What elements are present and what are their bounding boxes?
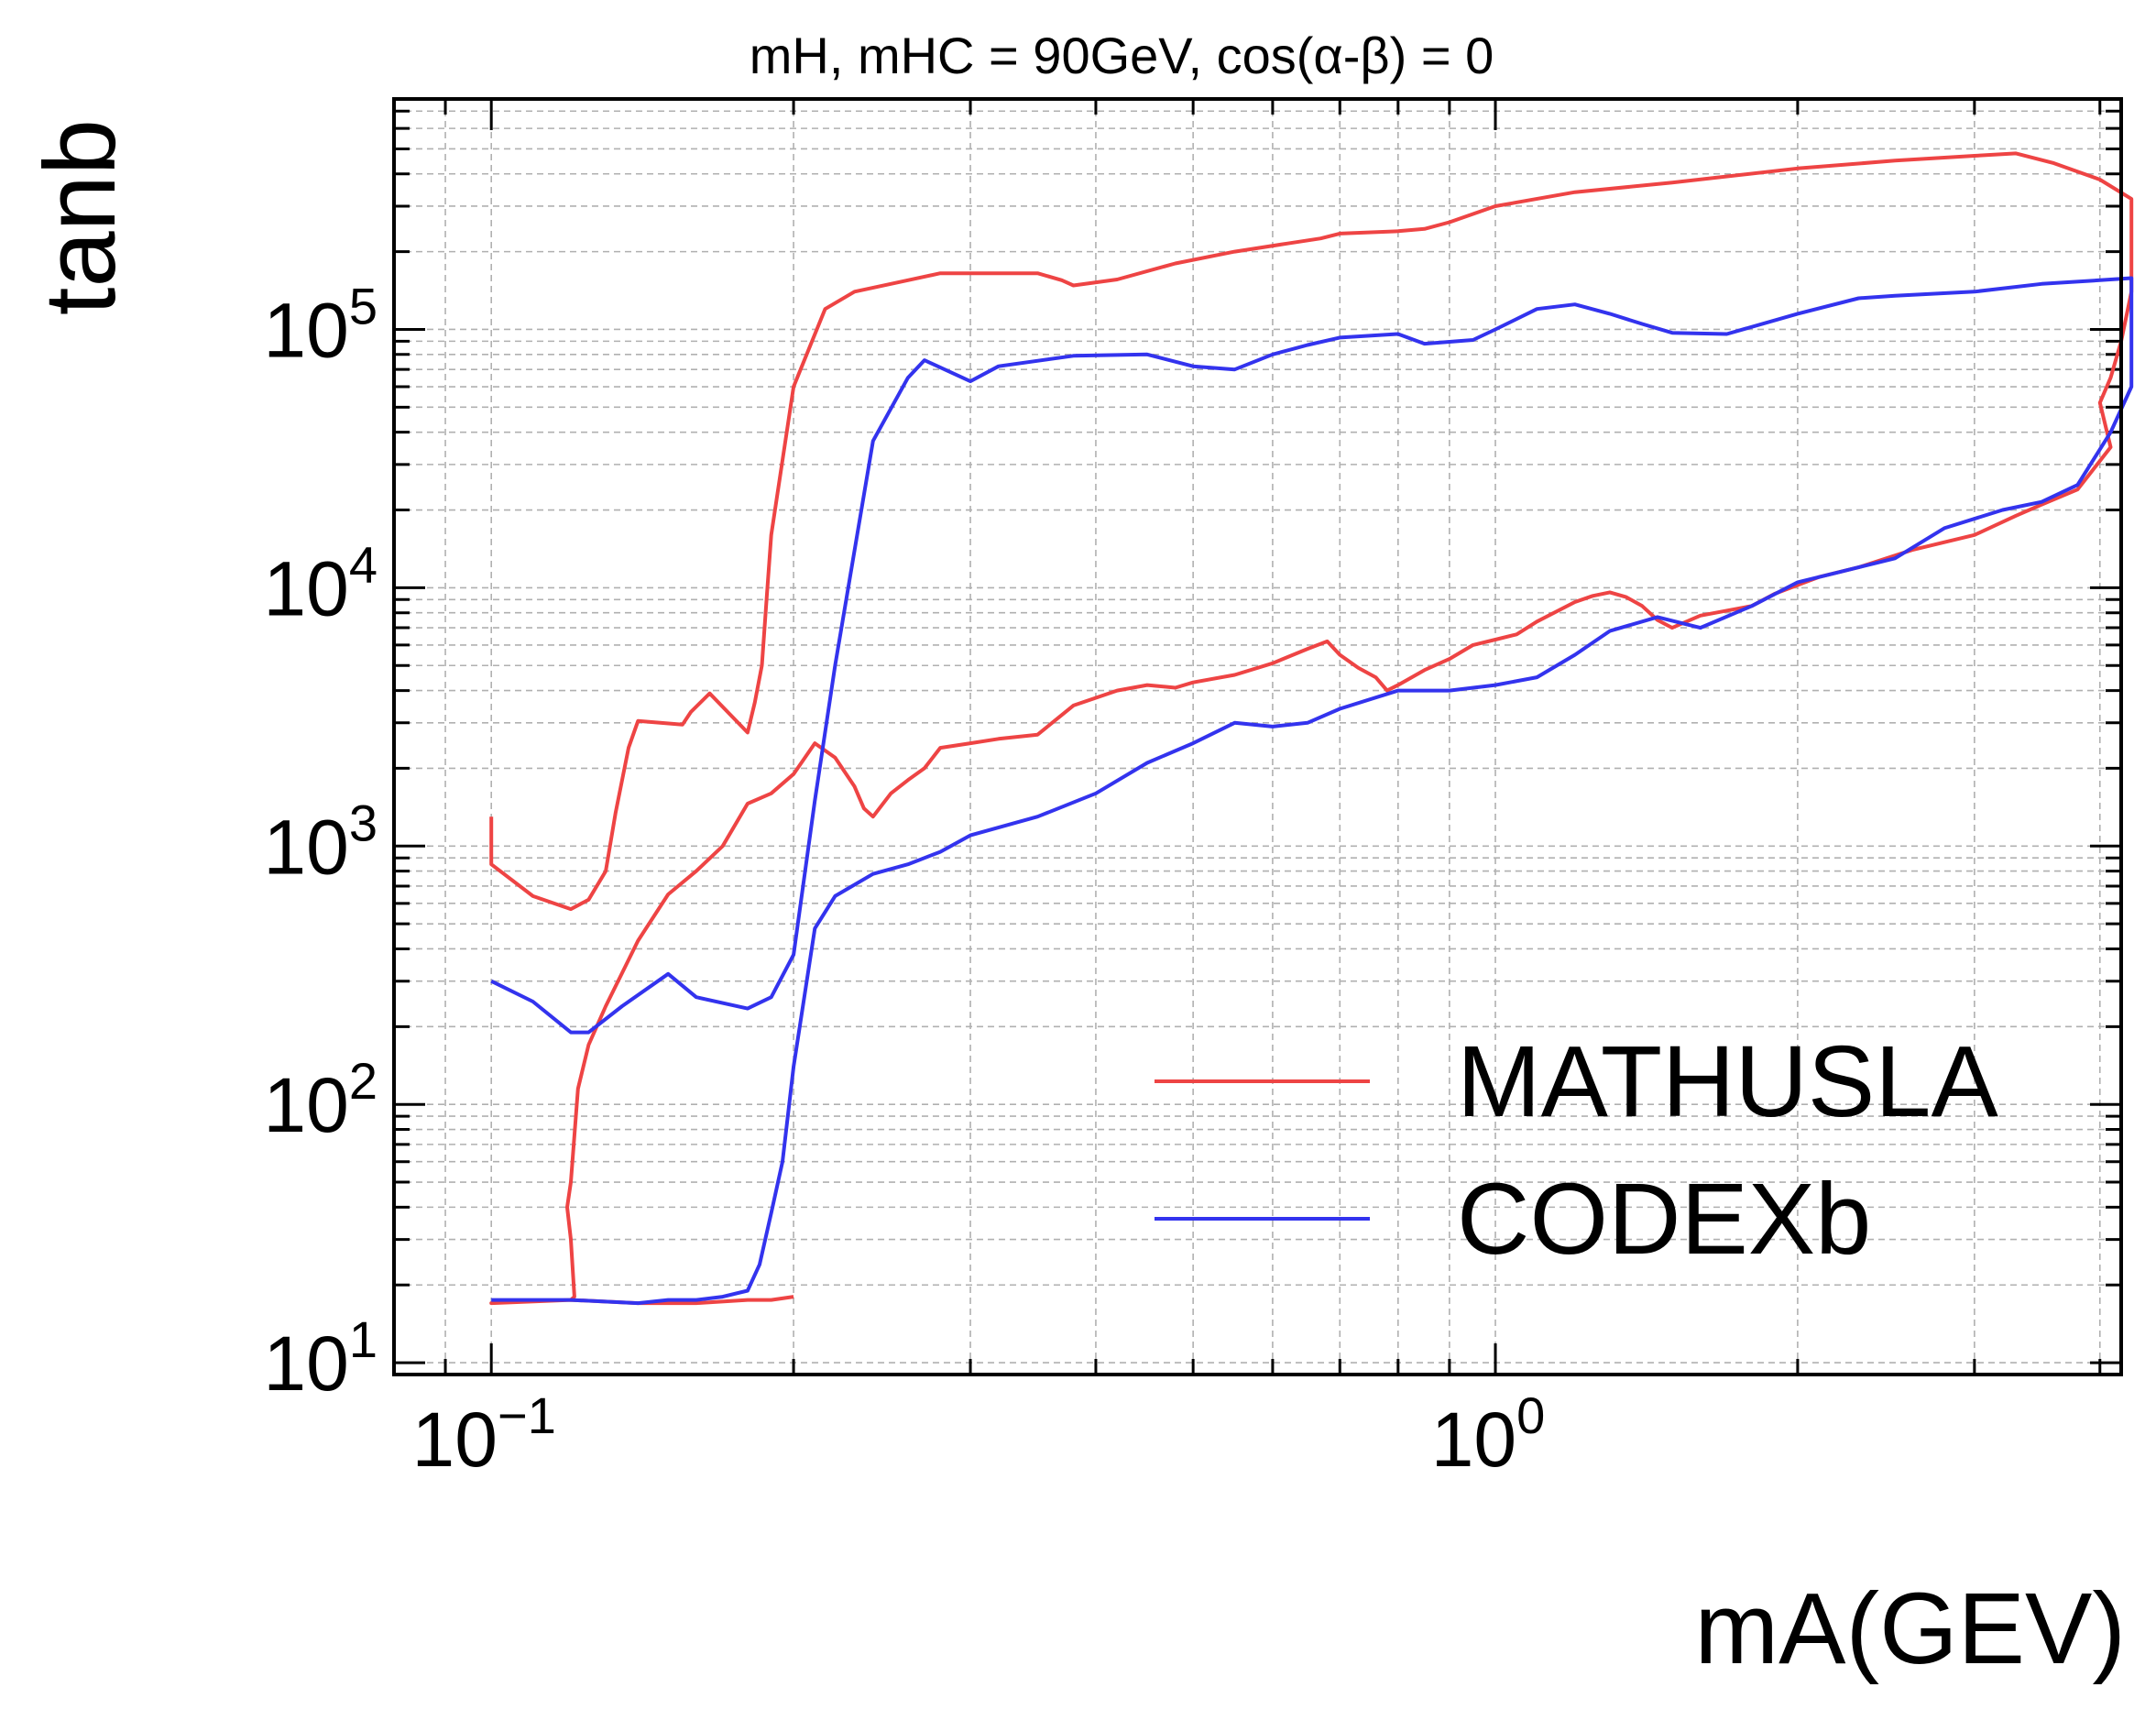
x-tick-label: 100 (1431, 1386, 1546, 1483)
legend-label-codexb: CODEXb (1457, 1163, 1871, 1276)
plot-frame (392, 97, 2123, 1376)
gridlines (393, 99, 2121, 1375)
y-tick-label: 105 (263, 277, 378, 373)
chart-title: mH, mHC = 90GeV, cos(α-β) = 0 (750, 27, 1494, 84)
series-line-mathusla (489, 151, 2134, 1306)
y-tick-label: 103 (263, 794, 378, 890)
legend: MATHUSLA CODEXb (1155, 1025, 1998, 1276)
data-series (489, 151, 2134, 1306)
series-line-codexb (490, 276, 2134, 1306)
y-tick-label: 104 (263, 535, 378, 631)
minor-ticks (392, 99, 2121, 1376)
y-tick-labels: 101 102 103 104 105 (263, 277, 378, 1407)
x-tick-label: 10−1 (412, 1386, 556, 1483)
y-axis-label: tanb (24, 119, 137, 315)
major-ticks (394, 99, 2121, 1375)
x-axis-label: mA(GEV) (1694, 1572, 2126, 1685)
y-tick-label: 102 (263, 1052, 378, 1148)
y-tick-label: 101 (263, 1310, 378, 1407)
legend-label-mathusla: MATHUSLA (1457, 1025, 1998, 1138)
x-tick-labels: 10−1 100 (412, 1386, 1546, 1483)
